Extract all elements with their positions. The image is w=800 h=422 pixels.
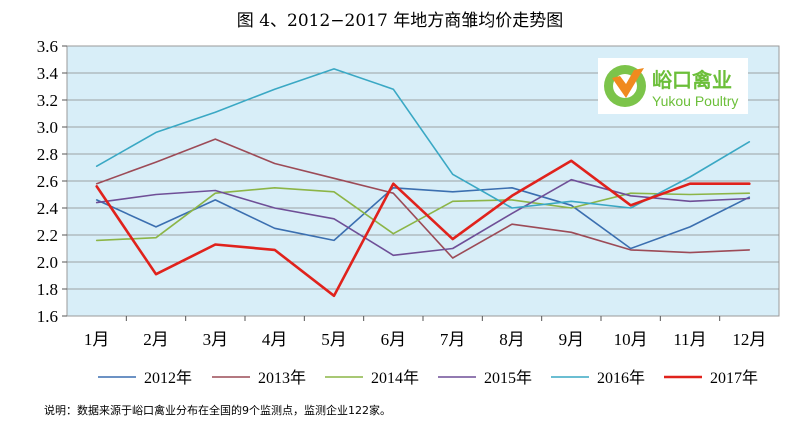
y-tick-label: 2.0 (37, 253, 58, 272)
legend-label: 2012年 (144, 369, 192, 387)
x-tick-label: 3月 (203, 330, 229, 349)
x-tick-label: 7月 (440, 330, 466, 349)
series-line-2017年 (95, 159, 751, 298)
series-line-2014年 (95, 187, 751, 242)
x-tick-label: 10月 (614, 330, 648, 349)
y-tick-label: 2.2 (37, 226, 58, 245)
x-tick-label: 11月 (673, 330, 706, 349)
x-tick-label: 1月 (84, 330, 110, 349)
x-tick-label: 5月 (321, 330, 347, 349)
x-tick-label: 9月 (559, 330, 585, 349)
y-tick-label: 2.8 (37, 145, 58, 164)
y-tick-label: 1.8 (37, 280, 58, 299)
y-tick-label: 3.4 (37, 64, 59, 83)
legend-label: 2015年 (484, 369, 532, 387)
source-note: 说明：数据来源于峪口禽业分布在全国的9个监测点，监测企业122家。 (44, 403, 391, 417)
x-tick-label: 4月 (262, 330, 288, 349)
x-axis: 1月 2月 3月 4月 5月 6月 7月 8月 9月 10月 11月 12月 (84, 316, 766, 349)
logo-chinese-text: 峪口禽业 (652, 68, 732, 92)
x-tick-label: 12月 (732, 330, 766, 349)
series-lines (95, 68, 751, 298)
legend-label: 2013年 (258, 369, 306, 387)
x-tick-label: 8月 (499, 330, 525, 349)
y-tick-label: 2.6 (37, 172, 58, 191)
logo-english-text: Yukou Poultry (652, 93, 738, 109)
y-tick-label: 2.4 (37, 199, 59, 218)
y-tick-label: 1.6 (37, 307, 58, 326)
yukou-logo: 峪口禽业 Yukou Poultry (598, 58, 748, 114)
legend-label: 2017年 (710, 369, 758, 387)
y-axis: 1.6 1.8 2.0 2.2 2.4 2.6 2.8 3.0 3.2 3.4 3.6 (37, 37, 67, 326)
y-tick-label: 3.6 (37, 37, 58, 56)
logo-check-icon (612, 68, 644, 98)
series-line-2013年 (95, 138, 751, 259)
x-tick-label: 6月 (381, 330, 407, 349)
y-tick-label: 3.0 (37, 118, 58, 137)
series-line-2012年 (95, 187, 751, 250)
legend-label: 2014年 (371, 369, 419, 387)
legend-label: 2016年 (597, 369, 645, 387)
y-tick-label: 3.2 (37, 91, 58, 110)
legend: 2012年 2013年 2014年 2015年 2016年 2017年 (98, 369, 758, 387)
series-line-2015年 (95, 178, 751, 257)
x-tick-label: 2月 (143, 330, 169, 349)
chart-title: 图 4、2012−2017 年地方商雏均价走势图 (237, 11, 563, 31)
